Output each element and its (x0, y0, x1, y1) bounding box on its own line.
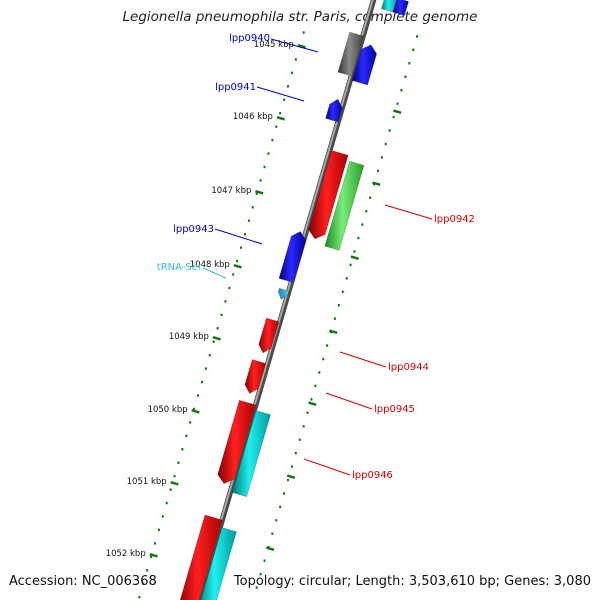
gene-label-text: lpp0941 (215, 82, 256, 93)
tick-3: 1047 kbp (211, 186, 359, 260)
tick-label: 1050 kbp (148, 405, 188, 415)
tick-6: 1050 kbp (148, 405, 296, 479)
tick-label: 1046 kbp (233, 112, 273, 122)
tick-4: 1048 kbp (190, 260, 338, 334)
tick-label: 1051 kbp (127, 477, 167, 487)
tick-label: 1045 kbp (254, 40, 294, 50)
feature-lpp0943[interactable] (278, 231, 307, 283)
feature-lpp0944[interactable] (258, 317, 280, 354)
gene-label-lpp0944[interactable]: lpp0944 (339, 351, 429, 373)
feature-bottom-cyan[interactable] (196, 527, 237, 600)
feature-track (177, 0, 409, 600)
tick-label: 1052 kbp (106, 549, 146, 559)
feature-trna-ser[interactable] (277, 287, 290, 301)
gene-label-text: lpp0945 (374, 404, 415, 415)
feature-gray[interactable] (337, 31, 364, 77)
feature-lpp0942[interactable] (308, 150, 349, 240)
feature-lpp0946-rna[interactable] (231, 410, 271, 498)
gene-label-lpp0945[interactable]: lpp0945 (325, 392, 415, 415)
gene-label-text: lpp0946 (352, 470, 393, 481)
map-title: Legionella pneumophila str. Paris, compl… (122, 9, 478, 25)
tick-8: 1052 kbp (106, 549, 158, 559)
tick-label: 1047 kbp (211, 186, 251, 196)
gene-labels: lpp0940 lpp0941 lpp0942 lpp0943 tRNA-Ser lpp0… (157, 33, 475, 481)
gene-label-lpp0942[interactable]: lpp0942 (384, 204, 475, 225)
feature-lpp0941[interactable] (325, 98, 343, 123)
gene-label-text: lpp0943 (173, 224, 214, 235)
tick-label: 1048 kbp (190, 260, 230, 270)
tick-track-dots (138, 31, 419, 599)
feature-lpp0945[interactable] (244, 359, 267, 394)
genome-backbone (196, 0, 377, 600)
feature-top-blue[interactable] (392, 0, 409, 16)
gene-label-lpp0946[interactable]: lpp0946 (303, 458, 393, 481)
tick-5: 1049 kbp (169, 332, 317, 406)
gene-label-lpp0943[interactable]: lpp0943 (173, 224, 263, 245)
gene-label-text: lpp0944 (388, 362, 429, 373)
accession-text: Accession: NC_006368 (9, 574, 157, 589)
feature-lpp0946[interactable] (217, 399, 257, 484)
gene-label-trna-ser[interactable]: tRNA-Ser (157, 262, 227, 279)
tick-1: 1045 kbp (254, 40, 402, 114)
gene-label-text: tRNA-Ser (157, 262, 203, 273)
gene-label-lpp0941[interactable]: lpp0941 (215, 82, 305, 102)
gene-label-lpp0940[interactable]: lpp0940 (229, 33, 319, 53)
feature-lpp0940[interactable] (351, 44, 377, 86)
feature-bottom-red[interactable] (177, 514, 223, 600)
genome-summary-text: Topology: circular; Length: 3,503,610 bp… (233, 574, 591, 589)
gene-label-text: lpp0942 (434, 214, 475, 225)
tick-label: 1049 kbp (169, 332, 209, 342)
feature-lpp0942-ortholog[interactable] (324, 160, 365, 251)
tick-2: 1046 kbp (233, 112, 381, 186)
gene-label-text: lpp0940 (229, 33, 270, 44)
tick-marks: 1045 kbp 1046 kbp 1047 kbp 1048 kbp 1049 kbp… (106, 40, 402, 559)
tick-7: 1051 kbp (127, 477, 275, 551)
